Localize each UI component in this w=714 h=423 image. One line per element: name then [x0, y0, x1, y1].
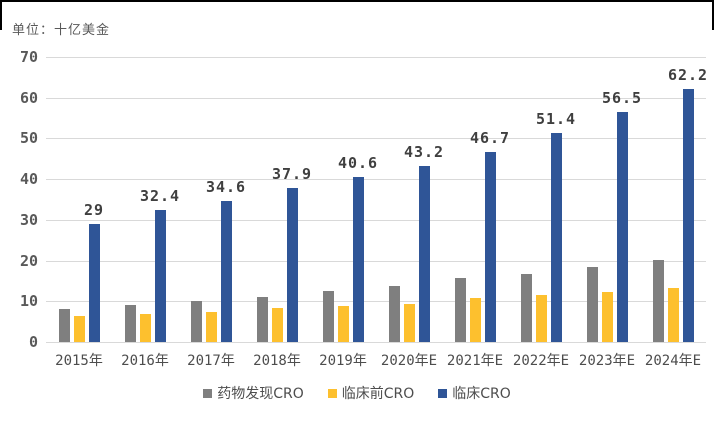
bar-preclinical-cro — [139, 314, 151, 342]
bar-value-label: 62.2 — [667, 65, 709, 84]
y-axis-tick-label: 20 — [19, 251, 38, 270]
bar-preclinical-cro — [535, 294, 547, 342]
gridline — [46, 260, 706, 262]
bar-value-label: 37.9 — [271, 164, 313, 183]
chart-unit-label: 单位：十亿美金 — [12, 23, 111, 38]
bar-group: 46.7 2021年E — [442, 57, 511, 369]
bar-drug-discovery-cro — [652, 259, 664, 342]
x-axis-category-label: 2021年E — [446, 353, 504, 369]
bar-drug-discovery-cro — [190, 301, 202, 342]
bar-preclinical-cro — [601, 291, 613, 342]
bar-value-label: 34.6 — [205, 178, 247, 197]
bar-preclinical-cro — [205, 311, 217, 342]
bar-clinical-cro — [616, 111, 628, 342]
chart-legend: 药物发现CRO 临床前CRO 临床CRO — [0, 383, 714, 403]
bar-clinical-cro — [154, 210, 166, 342]
bar-group: 56.5 2023年E — [574, 57, 643, 369]
bar-group: 37.9 2018年 — [244, 57, 313, 369]
bar-clinical-cro — [220, 201, 232, 342]
bar-value-label: 56.5 — [601, 88, 643, 107]
legend-label: 临床CRO — [452, 386, 511, 402]
bar-preclinical-cro — [403, 303, 415, 342]
bar-group: 43.2 2020年E — [376, 57, 445, 369]
y-axis-tick-label: 0 — [28, 333, 38, 351]
bar-clinical-cro — [682, 88, 694, 342]
bar-value-label: 32.4 — [139, 187, 181, 206]
legend-swatch-drug-discovery-cro — [203, 388, 213, 398]
y-axis-tick-label: 30 — [19, 210, 38, 229]
bar-preclinical-cro — [73, 315, 85, 342]
bar-preclinical-cro — [667, 287, 679, 342]
table-border-top — [0, 0, 714, 2]
gridline — [46, 179, 706, 181]
bar-drug-discovery-cro — [454, 278, 466, 342]
bar-drug-discovery-cro — [124, 304, 136, 342]
x-axis-category-label: 2017年 — [187, 353, 235, 369]
y-axis-tick-label: 50 — [19, 129, 38, 148]
legend-label: 药物发现CRO — [217, 386, 304, 402]
bar-drug-discovery-cro — [58, 308, 70, 342]
legend-swatch-clinical-cro — [438, 388, 448, 398]
x-axis-category-label: 2020年E — [380, 353, 438, 369]
bar-value-label: 51.4 — [535, 109, 577, 128]
y-axis-tick-label: 70 — [19, 48, 38, 66]
bar-clinical-cro — [352, 176, 364, 342]
bar-drug-discovery-cro — [388, 285, 400, 342]
legend-item-clinical-cro: 临床CRO — [438, 383, 511, 403]
bar-group: 51.4 2022年E — [508, 57, 577, 369]
y-axis-tick-label: 10 — [19, 292, 38, 311]
x-axis-category-label: 2023年E — [578, 353, 636, 369]
bar-preclinical-cro — [337, 306, 349, 342]
x-axis-category-label: 2022年E — [512, 353, 570, 369]
bar-clinical-cro — [550, 132, 562, 342]
legend-item-drug-discovery-cro: 药物发现CRO — [203, 383, 304, 403]
x-axis-category-label: 2019年 — [319, 353, 367, 369]
x-axis-category-label: 2015年 — [55, 353, 103, 369]
x-axis-category-label: 2016年 — [121, 353, 169, 369]
bar-value-label: 43.2 — [403, 143, 445, 162]
gridline — [46, 219, 706, 221]
bar-group: 34.6 2017年 — [178, 57, 247, 369]
bar-clinical-cro — [418, 166, 430, 342]
bar-drug-discovery-cro — [256, 296, 268, 342]
bar-clinical-cro — [484, 151, 496, 342]
x-axis-category-label: 2018年 — [253, 353, 301, 369]
legend-label: 临床前CRO — [341, 386, 415, 402]
bar-drug-discovery-cro — [586, 266, 598, 342]
bar-group: 29 2015年 — [46, 57, 112, 369]
bar-preclinical-cro — [469, 298, 481, 342]
bar-value-label: 40.6 — [337, 153, 379, 172]
bar-value-label: 46.7 — [469, 128, 511, 147]
bar-preclinical-cro — [271, 308, 283, 342]
x-axis-category-label: 2024年E — [644, 353, 702, 369]
bar-group: 62.2 2024年E — [640, 57, 709, 369]
table-border-left-tick — [0, 0, 2, 30]
y-axis-tick-label: 60 — [19, 88, 38, 107]
legend-swatch-preclinical-cro — [327, 388, 337, 398]
table-border-right-tick — [712, 0, 714, 30]
bar-drug-discovery-cro — [322, 290, 334, 342]
bar-group: 32.4 2016年 — [112, 57, 181, 369]
bar-clinical-cro — [88, 223, 100, 342]
gridline — [46, 57, 706, 58]
gridline — [46, 97, 706, 99]
bar-group: 40.6 2019年 — [310, 57, 379, 369]
y-axis-tick-label: 40 — [19, 170, 38, 189]
gridline — [46, 301, 706, 303]
gridline — [46, 138, 706, 140]
legend-item-preclinical-cro: 临床前CRO — [327, 383, 415, 403]
bar-chart-plot-area: 0 10 20 30 40 50 60 70 29 2015年 32.4 2016年 34.6 2017年… — [20, 48, 709, 369]
bar-value-label: 29 — [83, 200, 105, 219]
bar-drug-discovery-cro — [520, 273, 532, 342]
bar-clinical-cro — [286, 187, 298, 342]
gridline — [46, 342, 706, 343]
